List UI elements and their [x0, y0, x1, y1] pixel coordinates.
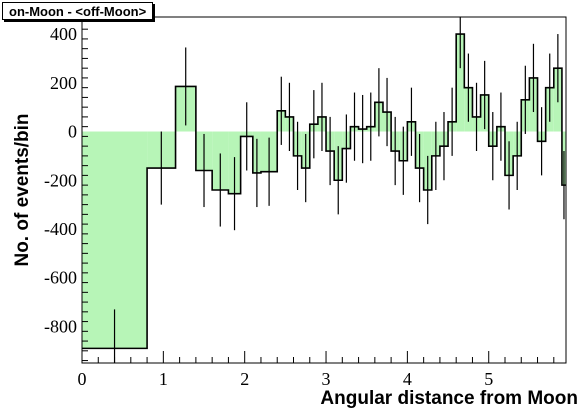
histogram-bar	[456, 34, 465, 132]
histogram-outline	[82, 33, 566, 350]
x-tick-label: 1	[159, 369, 168, 389]
plot-frame	[81, 16, 567, 364]
y-axis-label: No. of events/bin	[12, 113, 33, 266]
chart-title: on-Moon - <off-Moon>	[2, 2, 154, 20]
histogram-fill	[82, 34, 566, 349]
x-tick-label: 5	[484, 369, 493, 389]
x-tick-label: 4	[403, 369, 412, 389]
y-axis: -800 -600 -400 -200 0 200 400	[44, 18, 88, 362]
error-bars	[113, 17, 565, 363]
x-tick-label: 2	[240, 369, 249, 389]
y-tick-label: -800	[44, 316, 77, 336]
y-tick-label: 0	[68, 122, 77, 142]
y-tick-label: -200	[44, 170, 77, 190]
x-tick-label: 0	[78, 369, 87, 389]
y-tick-label: 200	[50, 73, 77, 93]
y-tick-label: 400	[50, 24, 77, 44]
x-tick-label: 3	[322, 369, 331, 389]
y-tick-label: -400	[44, 219, 77, 239]
x-axis-label: Angular distance from Moon	[320, 388, 578, 409]
y-tick-label: -600	[44, 268, 77, 288]
x-axis: 0 1 2 3 4 5	[78, 351, 555, 389]
